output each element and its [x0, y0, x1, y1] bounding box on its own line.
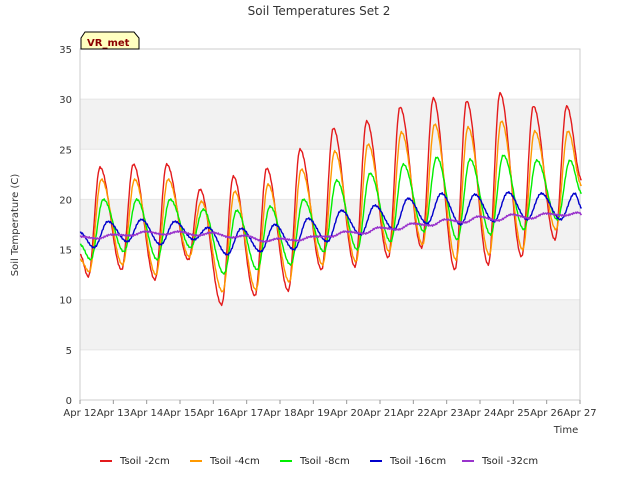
x-tick-label: Apr 22 — [397, 408, 430, 419]
legend-label-1: Tsoil -4cm — [209, 456, 260, 467]
grid-band — [80, 299, 580, 350]
y-tick-label: 30 — [59, 95, 72, 106]
y-axis-title: Soil Temperature (C) — [10, 174, 21, 277]
x-tick-label: Apr 21 — [363, 408, 396, 419]
x-tick-label: Apr 17 — [230, 408, 263, 419]
x-tick-label: Apr 20 — [330, 408, 363, 419]
x-tick-label: Apr 27 — [563, 408, 596, 419]
series-line-1 — [79, 120, 582, 293]
y-tick-label: 35 — [59, 45, 72, 56]
legend-label-0: Tsoil -2cm — [119, 456, 170, 467]
x-tick-label: Apr 13 — [97, 408, 130, 419]
y-tick-label: 15 — [59, 246, 72, 257]
x-tick-label: Apr 18 — [263, 408, 296, 419]
series-line-4 — [79, 211, 583, 243]
x-tick-label: Apr 23 — [430, 408, 463, 419]
vr-met-tag: VR_met — [80, 31, 140, 50]
legend-label-4: Tsoil -32cm — [481, 456, 538, 467]
y-tick-label: 20 — [59, 195, 72, 206]
x-tick-label: Apr 16 — [197, 408, 230, 419]
series-lines — [79, 91, 583, 307]
vr-met-tag-shape — [80, 31, 140, 50]
series-line-2 — [79, 154, 582, 275]
legend-label-2: Tsoil -8cm — [299, 456, 350, 467]
legend-label-3: Tsoil -16cm — [389, 456, 446, 467]
x-tick-label: Apr 19 — [297, 408, 330, 419]
y-tick-label: 25 — [59, 145, 72, 156]
y-tick-label: 5 — [66, 346, 72, 357]
series-line-0 — [79, 91, 582, 307]
x-axis-ticks: Apr 12 Apr 13 Apr 14 Apr 15 Apr 16 Apr 17 Apr … — [63, 400, 597, 419]
grid-band — [80, 99, 580, 150]
x-tick-label: Apr 12 — [63, 408, 96, 419]
x-tick-label: Apr 26 — [530, 408, 563, 419]
x-tick-label: Apr 15 — [163, 408, 196, 419]
vr-met-tag-label: VR_met — [87, 38, 130, 49]
x-tick-label: Apr 25 — [497, 408, 530, 419]
legend: Tsoil -2cm Tsoil -4cm Tsoil -8cm Tsoil -16c… — [100, 456, 538, 467]
y-tick-label: 10 — [59, 296, 72, 307]
y-tick-label: 0 — [66, 396, 72, 407]
x-axis-title: Time — [553, 425, 578, 436]
plot-frame — [79, 48, 581, 401]
chart-title: Soil Temperatures Set 2 — [248, 4, 391, 18]
x-tick-label: Apr 14 — [130, 408, 163, 419]
x-tick-label: Apr 24 — [463, 408, 496, 419]
y-axis-ticks: 0 5 10 15 20 25 30 35 — [59, 45, 72, 407]
